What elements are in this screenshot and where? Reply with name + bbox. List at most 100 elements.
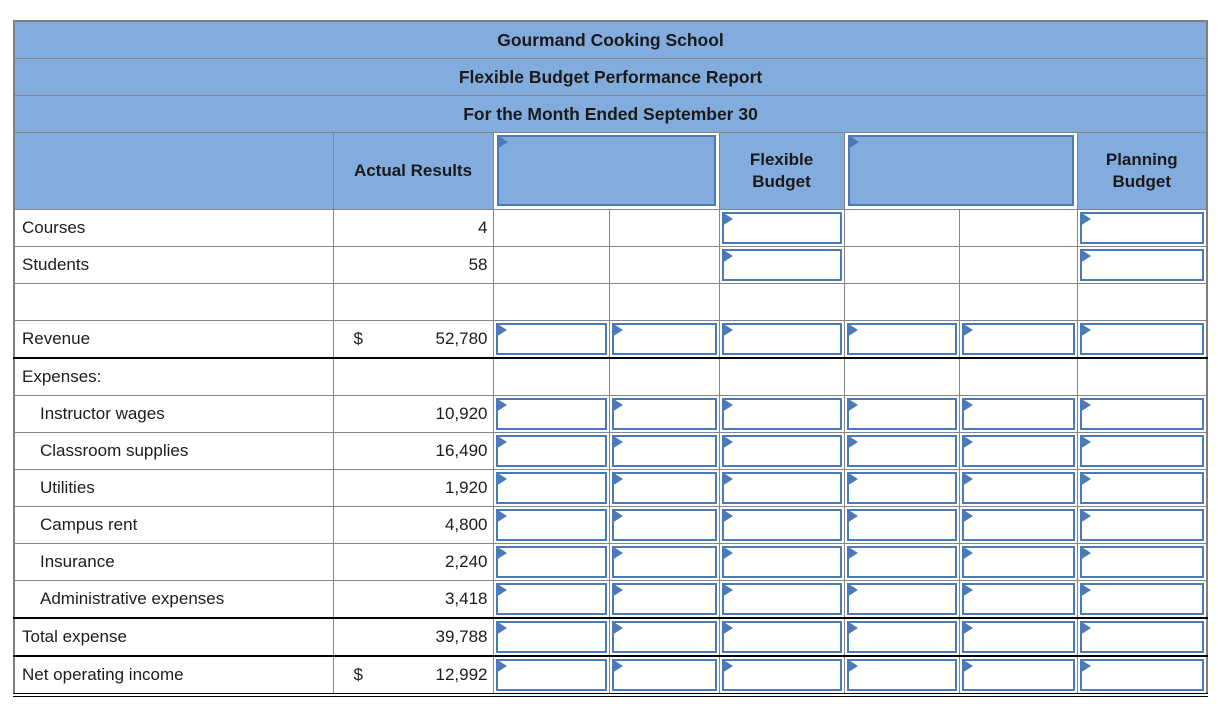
cell-c6 bbox=[843, 617, 960, 657]
input-cell-flex[interactable] bbox=[721, 509, 842, 541]
cell-c7 bbox=[958, 357, 1078, 396]
input-cell-c6[interactable] bbox=[846, 583, 957, 615]
input-cell-plan[interactable] bbox=[1079, 583, 1205, 615]
input-cell-c7[interactable] bbox=[961, 583, 1075, 615]
input-flag-icon bbox=[961, 659, 973, 673]
input-cell-c3[interactable] bbox=[495, 435, 607, 467]
input-cell-flex[interactable] bbox=[721, 621, 842, 653]
header-blank-input-right[interactable] bbox=[847, 135, 1074, 206]
input-cell-c7[interactable] bbox=[961, 509, 1075, 541]
input-cell-c3[interactable] bbox=[495, 659, 607, 691]
input-cell-c4[interactable] bbox=[611, 398, 717, 430]
actual-value: 16,490 bbox=[435, 441, 488, 460]
actual-results-cell: 4 bbox=[332, 209, 494, 247]
input-cell-c3[interactable] bbox=[495, 621, 607, 653]
input-cell-flex[interactable] bbox=[721, 546, 842, 578]
input-cell-flex[interactable] bbox=[721, 435, 842, 467]
input-cell-c7[interactable] bbox=[961, 546, 1075, 578]
column-header-row: Actual Results Flexible Budget Planning … bbox=[13, 132, 1208, 210]
input-cell-c6[interactable] bbox=[846, 323, 957, 355]
cell-plan bbox=[1076, 357, 1208, 396]
input-flag-icon bbox=[611, 472, 623, 486]
row-label bbox=[13, 283, 334, 321]
cell-c4 bbox=[608, 246, 720, 284]
actual-value: 58 bbox=[468, 255, 488, 274]
input-cell-plan[interactable] bbox=[1079, 323, 1205, 355]
input-cell-c4[interactable] bbox=[611, 509, 717, 541]
input-cell-plan[interactable] bbox=[1079, 472, 1205, 504]
input-cell-c7[interactable] bbox=[961, 621, 1075, 653]
input-cell-c4[interactable] bbox=[611, 621, 717, 653]
input-cell-flex[interactable] bbox=[721, 398, 842, 430]
input-cell-plan[interactable] bbox=[1079, 621, 1205, 653]
cell-c4 bbox=[608, 432, 720, 470]
cell-c3 bbox=[492, 432, 610, 470]
input-flag-icon bbox=[1079, 398, 1091, 412]
cell-c6 bbox=[843, 432, 960, 470]
input-cell-c3[interactable] bbox=[495, 472, 607, 504]
input-flag-icon bbox=[495, 398, 507, 412]
input-cell-flex[interactable] bbox=[721, 472, 842, 504]
input-cell-c4[interactable] bbox=[611, 323, 717, 355]
header-blank-input-left[interactable] bbox=[496, 135, 716, 206]
cell-c4 bbox=[608, 395, 720, 433]
input-flag-icon bbox=[961, 583, 973, 597]
input-cell-c6[interactable] bbox=[846, 472, 957, 504]
input-flag-icon bbox=[846, 472, 858, 486]
report-title: Gourmand Cooking School bbox=[13, 20, 1208, 59]
row-label: Courses bbox=[13, 209, 334, 247]
input-cell-c6[interactable] bbox=[846, 509, 957, 541]
input-cell-plan[interactable] bbox=[1079, 435, 1205, 467]
input-flag-icon bbox=[961, 621, 973, 635]
input-flag-icon bbox=[611, 546, 623, 560]
input-cell-c7[interactable] bbox=[961, 435, 1075, 467]
input-cell-c4[interactable] bbox=[611, 659, 717, 691]
input-cell-c3[interactable] bbox=[495, 583, 607, 615]
input-cell-flex[interactable] bbox=[721, 659, 842, 691]
input-cell-c4[interactable] bbox=[611, 435, 717, 467]
input-cell-c7[interactable] bbox=[961, 323, 1075, 355]
input-cell-flex[interactable] bbox=[721, 583, 842, 615]
input-cell-c6[interactable] bbox=[846, 435, 957, 467]
input-cell-c6[interactable] bbox=[846, 659, 957, 691]
input-cell-c7[interactable] bbox=[961, 472, 1075, 504]
input-cell-c7[interactable] bbox=[961, 659, 1075, 691]
input-cell-c3[interactable] bbox=[495, 398, 607, 430]
row-label: Total expense bbox=[13, 617, 334, 657]
input-flag-icon bbox=[961, 546, 973, 560]
cell-flex bbox=[718, 506, 845, 544]
input-cell-c7[interactable] bbox=[961, 398, 1075, 430]
row-total-expense: Total expense 39,788 bbox=[13, 617, 1208, 657]
cell-flex bbox=[718, 246, 845, 284]
input-cell-plan[interactable] bbox=[1079, 212, 1205, 244]
input-cell-c6[interactable] bbox=[846, 546, 957, 578]
input-cell-plan[interactable] bbox=[1079, 546, 1205, 578]
input-cell-c4[interactable] bbox=[611, 472, 717, 504]
col-header-flexible-budget: Flexible Budget bbox=[718, 132, 845, 210]
input-cell-c3[interactable] bbox=[495, 509, 607, 541]
input-cell-plan[interactable] bbox=[1079, 249, 1205, 281]
input-cell-c3[interactable] bbox=[495, 546, 607, 578]
cell-plan bbox=[1076, 469, 1208, 507]
input-flag-icon bbox=[1079, 249, 1091, 263]
input-cell-flex[interactable] bbox=[721, 323, 842, 355]
input-cell-plan[interactable] bbox=[1079, 398, 1205, 430]
cell-flex bbox=[718, 580, 845, 619]
flexible-budget-performance-report: Gourmand Cooking School Flexible Budget … bbox=[13, 20, 1209, 697]
cell-c6 bbox=[843, 543, 960, 581]
input-cell-flex[interactable] bbox=[721, 249, 842, 281]
input-cell-c4[interactable] bbox=[611, 546, 717, 578]
input-cell-c3[interactable] bbox=[495, 323, 607, 355]
input-flag-icon bbox=[846, 583, 858, 597]
cell-flex bbox=[718, 469, 845, 507]
report-subtitle: Flexible Budget Performance Report bbox=[13, 58, 1208, 96]
input-cell-c6[interactable] bbox=[846, 621, 957, 653]
actual-results-cell: 16,490 bbox=[332, 432, 494, 470]
actual-results-cell: 1,920 bbox=[332, 469, 494, 507]
input-cell-plan[interactable] bbox=[1079, 509, 1205, 541]
input-cell-flex[interactable] bbox=[721, 212, 842, 244]
input-cell-c6[interactable] bbox=[846, 398, 957, 430]
input-cell-plan[interactable] bbox=[1079, 659, 1205, 691]
cell-c6 bbox=[843, 209, 960, 247]
input-cell-c4[interactable] bbox=[611, 583, 717, 615]
